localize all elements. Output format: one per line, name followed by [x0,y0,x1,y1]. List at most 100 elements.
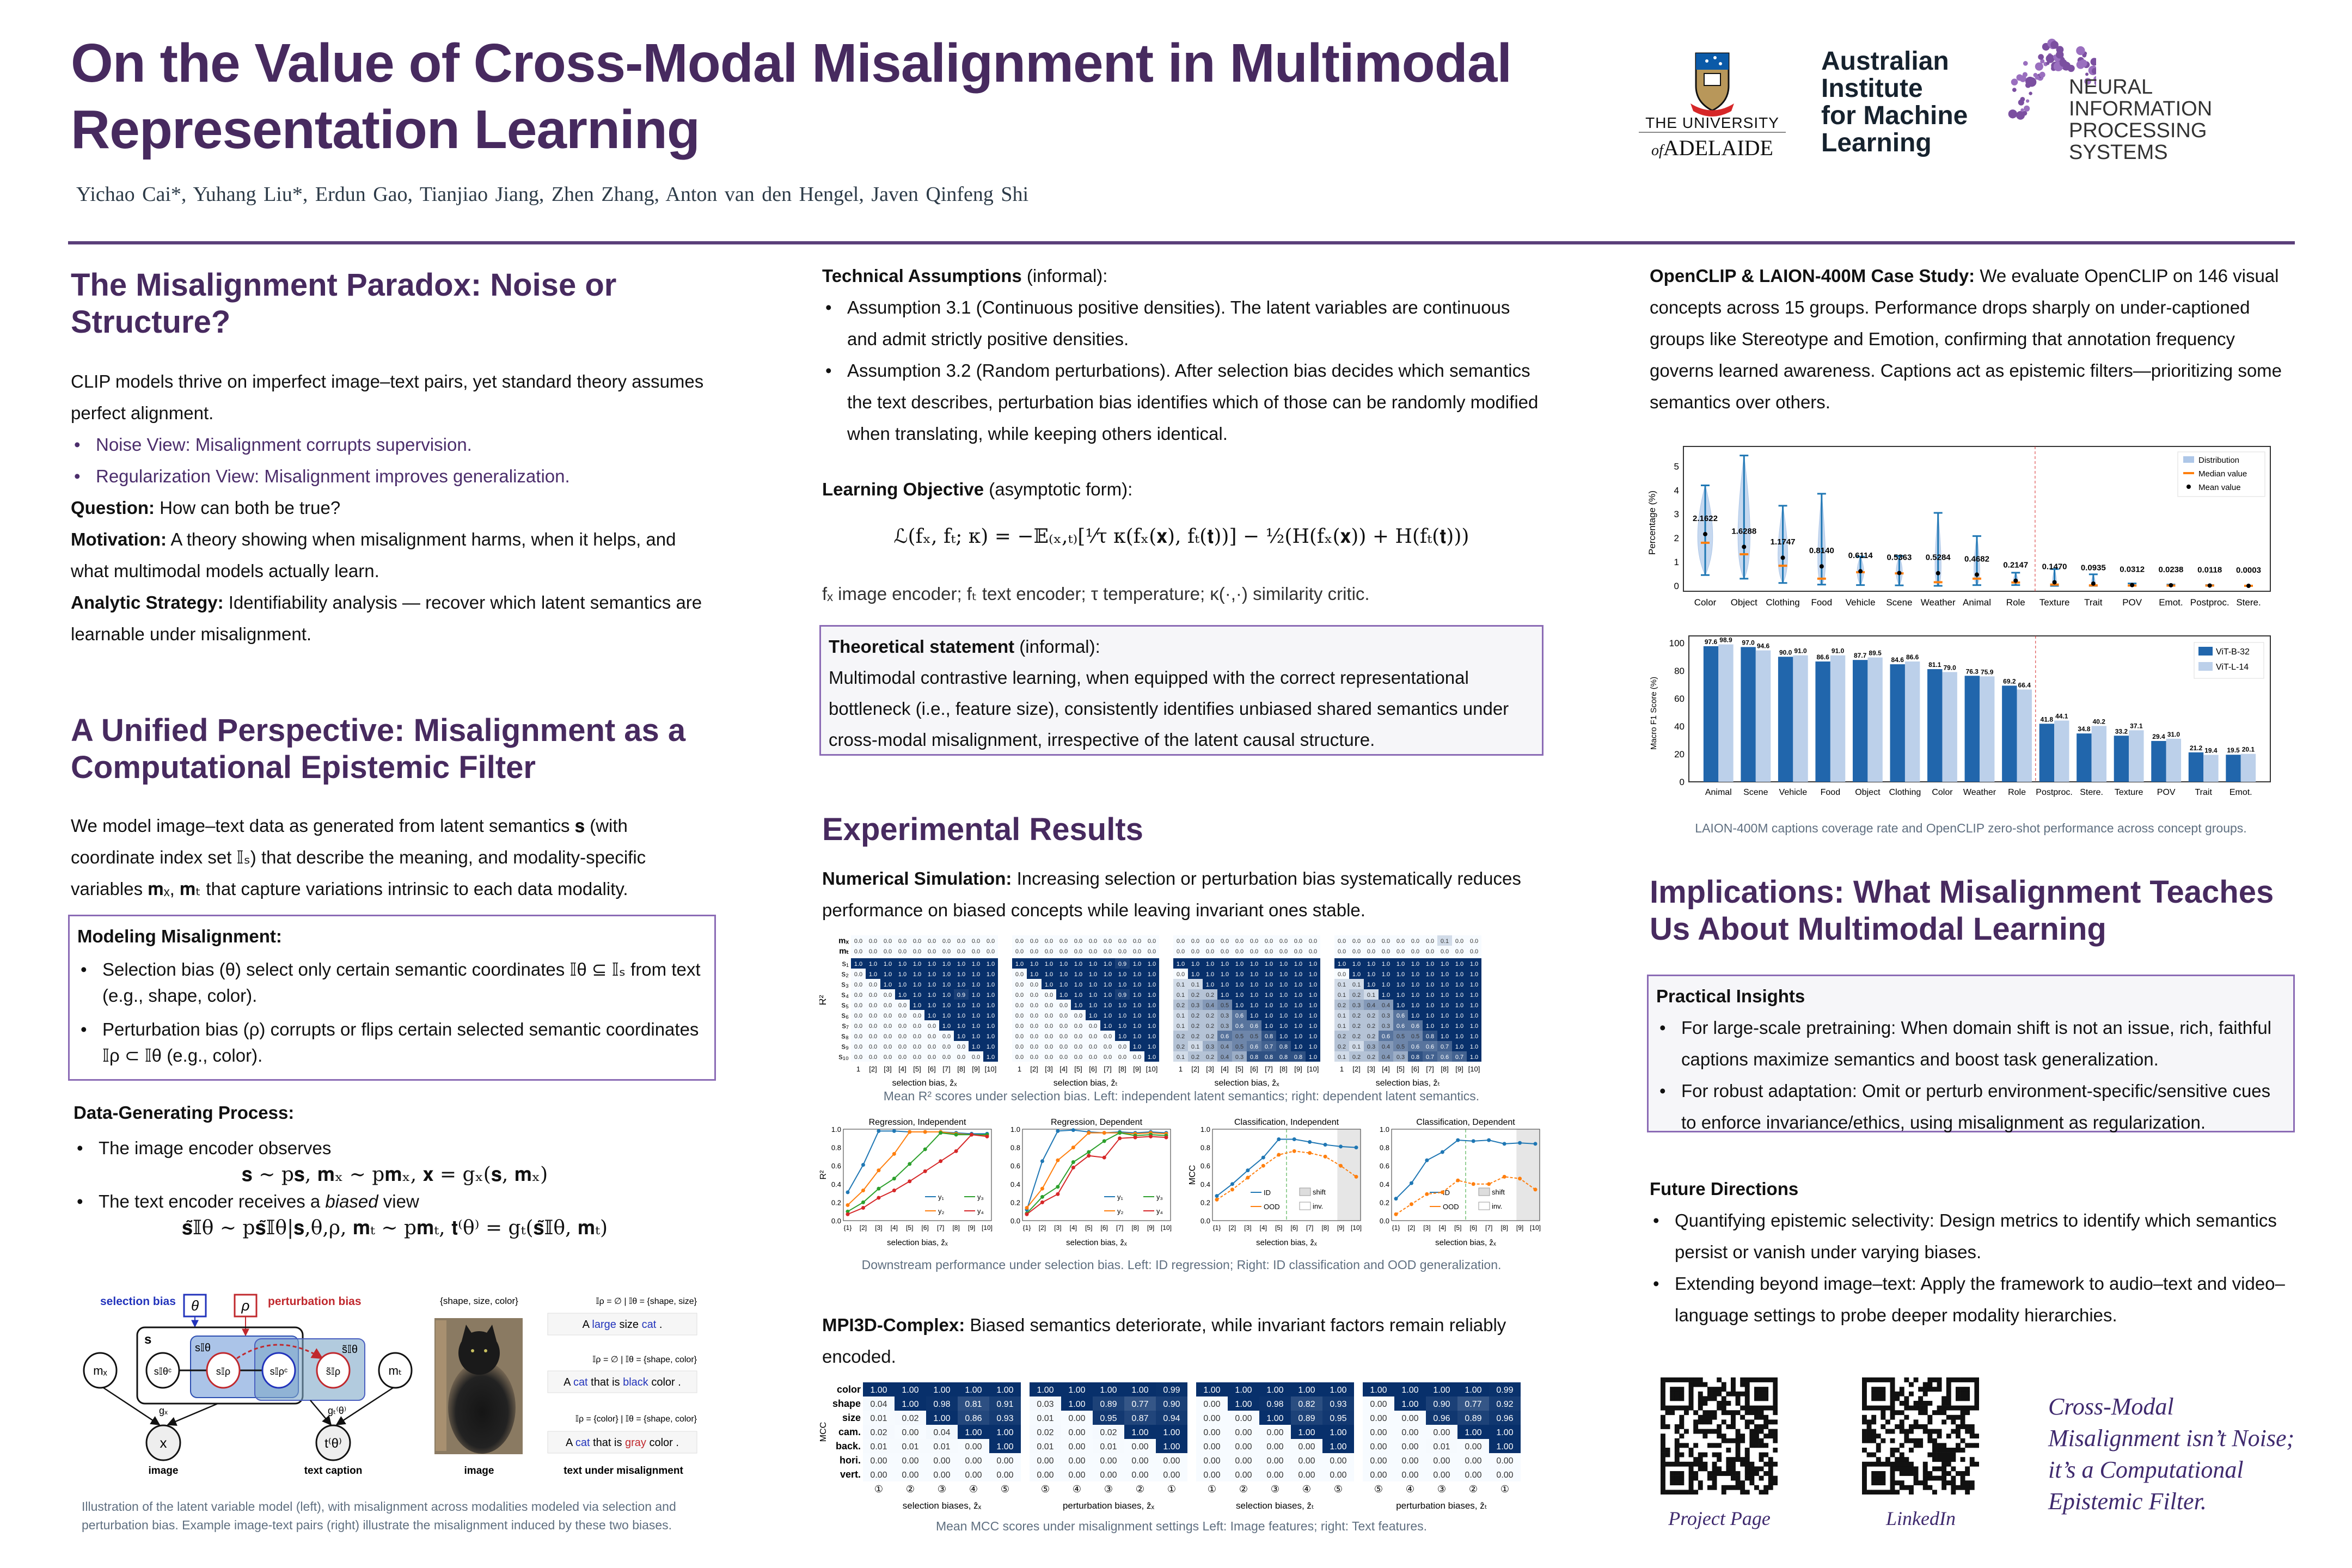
heatmap-cell [1056,1031,1071,1041]
heatmap-cell [983,979,998,989]
cell-value: 0.00 [1068,1428,1085,1437]
heatmap-cell [1144,935,1159,946]
mean-label: 2.1622 [1693,514,1718,523]
cell-value: 0.01 [870,1442,887,1451]
neurips-line-1: NEURAL INFORMATION [2069,76,2213,120]
legend-label: Median value [2198,469,2247,479]
cell-value: 0.00 [1370,1442,1387,1451]
dot [2035,62,2043,71]
qr-module [1862,1438,1867,1443]
heatmap-cell [969,1051,983,1062]
cell-value: 0.6 [1382,1033,1390,1040]
cell-value: 0.0 [854,1002,862,1009]
cell-value: 1.0 [1206,982,1214,988]
mcc-caption: Mean MCC scores under misalignment setti… [935,1519,1428,1533]
cell-value: 1.0 [1059,971,1068,978]
qr-module [1932,1410,1937,1416]
qr-module [1744,1401,1750,1406]
cell-value: 0.00 [1131,1456,1148,1466]
qr-module [1759,1405,1764,1411]
y-tick-label: 0.0 [831,1217,841,1225]
qr-module [1735,1391,1741,1396]
heatmap-cell [1379,969,1393,979]
qr-module [1932,1438,1937,1443]
qr-module [1768,1419,1773,1425]
table-cell [1228,1411,1259,1425]
qr-module [1881,1461,1886,1467]
cell-value: 0.0 [942,1044,951,1050]
cell-value: 0.00 [1235,1428,1252,1437]
heatmap-cell [851,979,866,989]
cell-value: 1.0 [1133,1023,1141,1030]
qr-module [1759,1475,1764,1481]
qr-module [1684,1429,1689,1434]
cell-value: 1.0 [1455,1023,1463,1030]
x-axis-label: selection biases, ẑₜ [1236,1500,1314,1511]
heatmap-cell [1027,1000,1042,1010]
qr-module [1731,1419,1736,1425]
table-cell [1228,1382,1259,1396]
heatmap-cell [866,935,880,946]
y-tick-label: 1.0 [1200,1125,1210,1134]
cell-value: 0.0 [869,1002,877,1009]
cell-value: 0.01 [1433,1442,1450,1451]
qr-module [1885,1457,1890,1462]
cell-value: 1.0 [1148,1002,1156,1009]
qr-module [1941,1485,1947,1490]
cell-value: 0.2 [1338,1033,1346,1040]
qr-module [1922,1480,1928,1486]
data-point [1118,1131,1122,1135]
qr-module [1759,1443,1764,1448]
heatmap-cell [910,1020,924,1031]
heatmap-cell [1100,1031,1115,1041]
cell-value: 1.0 [1441,982,1449,988]
x-tick-label: ① [1208,1484,1216,1494]
cell-value: 1.00 [1068,1400,1085,1409]
qr-module [1684,1461,1689,1467]
qr-module [1698,1405,1703,1411]
qr-module [1740,1485,1745,1490]
project-page-label[interactable]: Project Page [1668,1508,1771,1529]
qr-module [1698,1429,1703,1434]
cell-value: 1.0 [1470,982,1478,988]
data-point [1040,1159,1044,1163]
qr-module [1956,1485,1961,1490]
qr-module [1866,1434,1872,1439]
y-tick-label: 0.0 [1200,1217,1210,1225]
cell-value: 1.0 [987,1002,995,1009]
x-tick-label: Clothing [1766,597,1799,608]
cell-value: 1.0 [942,1023,951,1030]
heatmap-cell [1232,935,1247,946]
cell-value: 1.0 [1426,992,1434,999]
cell-value: 1.0 [942,992,951,999]
cell-value: 0.0 [928,938,936,945]
cell-value: 0.0 [1118,948,1126,955]
qr-module [1895,1457,1900,1462]
qr-module [1661,1452,1665,1457]
table-cell [1030,1382,1061,1396]
project-page-qr-code[interactable] [1661,1377,1778,1494]
linkedin-qr-code[interactable] [1862,1377,1979,1494]
qr-module [1899,1457,1904,1462]
qr-module [1754,1405,1759,1411]
x-tick-label: [4] [1260,1224,1267,1232]
data-point [1102,1139,1106,1143]
cell-value: 0.0 [1059,1044,1068,1050]
mean-label: 0.5363 [1886,553,1912,562]
linkedin-label[interactable]: LinkedIn [1886,1508,1956,1529]
qr-module [1702,1429,1708,1434]
cell-value: 1.00 [1131,1428,1148,1437]
table-cell [1394,1439,1426,1453]
cell-value: 0.0 [1089,948,1097,955]
dot [2095,82,2096,87]
cell-value: 1.0 [1104,1002,1112,1009]
data-point [861,1189,865,1193]
x-tick-label: Food [1821,788,1840,797]
cell-value: 0.0 [1030,992,1038,999]
cell-value: 1.0 [1133,982,1141,988]
bar-ViT-L-14 [2017,689,2032,782]
cell-value: 1.0 [1089,992,1097,999]
legend-label: inv. [1492,1202,1502,1210]
table-cell [989,1425,1021,1439]
cell-value: 0.0 [1089,1033,1097,1040]
